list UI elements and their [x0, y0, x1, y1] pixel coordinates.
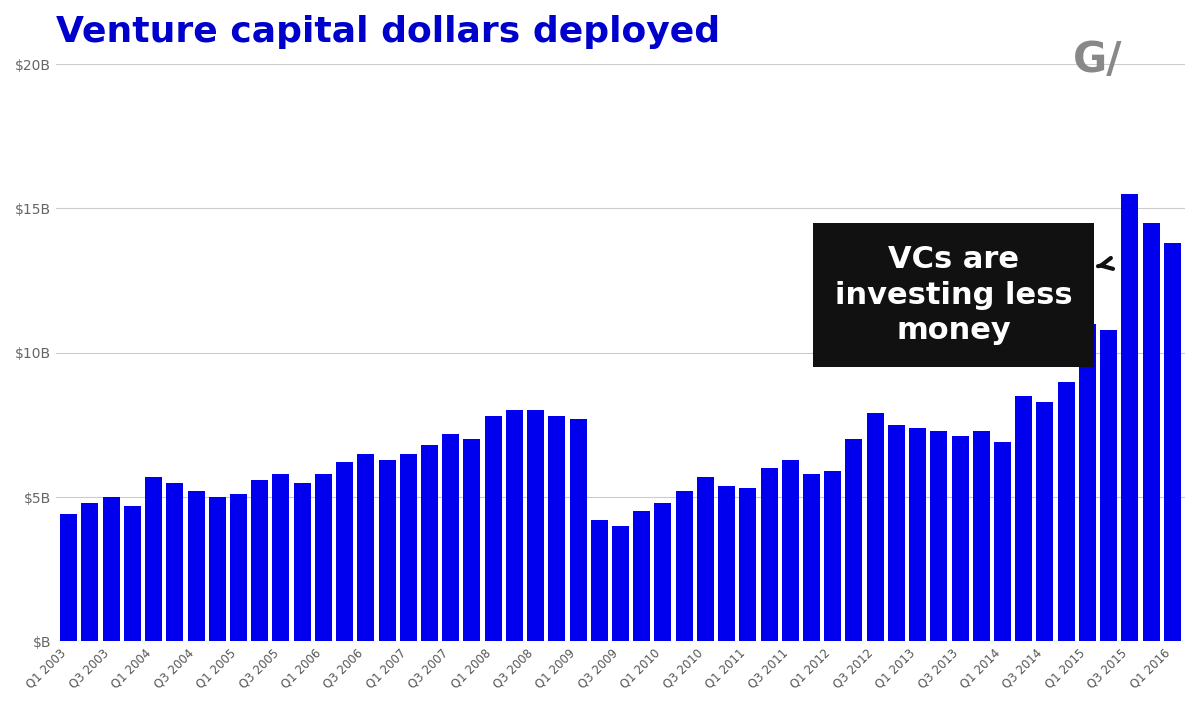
Bar — [888, 425, 905, 641]
Bar — [973, 431, 990, 641]
Bar — [803, 474, 820, 641]
Bar — [294, 483, 311, 641]
Bar — [846, 439, 863, 641]
Bar — [761, 468, 778, 641]
Bar — [124, 505, 140, 641]
Text: G/: G/ — [1073, 39, 1123, 80]
Bar — [590, 520, 607, 641]
Bar — [506, 410, 523, 641]
Bar — [1100, 330, 1117, 641]
Bar — [654, 503, 672, 641]
Bar — [463, 439, 480, 641]
Bar — [718, 486, 736, 641]
Bar — [952, 436, 968, 641]
Bar — [1164, 243, 1181, 641]
Bar — [145, 477, 162, 641]
Bar — [400, 454, 416, 641]
Bar — [994, 442, 1010, 641]
Text: Venture capital dollars deployed: Venture capital dollars deployed — [56, 15, 720, 49]
Text: VCs are
investing less
money: VCs are investing less money — [835, 245, 1114, 345]
Bar — [634, 511, 650, 641]
Bar — [781, 460, 799, 641]
Bar — [1015, 396, 1032, 641]
Bar — [103, 497, 120, 641]
Bar — [251, 480, 269, 641]
Bar — [697, 477, 714, 641]
Bar — [570, 419, 587, 641]
Bar — [1057, 382, 1075, 641]
Bar — [1079, 324, 1096, 641]
Bar — [167, 483, 184, 641]
Bar — [187, 491, 204, 641]
Bar — [824, 471, 841, 641]
Bar — [314, 474, 332, 641]
Bar — [60, 515, 77, 641]
Bar — [82, 503, 98, 641]
Bar — [421, 445, 438, 641]
Bar — [485, 417, 502, 641]
Bar — [930, 431, 947, 641]
Bar — [230, 494, 247, 641]
Bar — [910, 428, 926, 641]
Bar — [378, 460, 396, 641]
Bar — [1121, 194, 1139, 641]
Bar — [676, 491, 692, 641]
Bar — [1037, 402, 1054, 641]
Bar — [527, 410, 544, 641]
Bar — [443, 433, 460, 641]
Bar — [739, 489, 756, 641]
Bar — [358, 454, 374, 641]
Bar — [866, 414, 883, 641]
Bar — [1142, 223, 1159, 641]
Bar — [336, 462, 353, 641]
Bar — [548, 417, 565, 641]
Bar — [272, 474, 289, 641]
Bar — [209, 497, 226, 641]
Bar — [612, 526, 629, 641]
